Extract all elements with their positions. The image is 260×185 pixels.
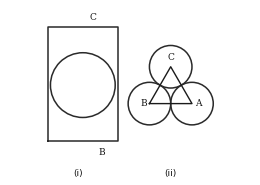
Text: (i): (i)	[73, 169, 83, 178]
Text: (ii): (ii)	[165, 169, 177, 178]
Text: C: C	[89, 13, 96, 22]
Text: C: C	[167, 53, 174, 62]
Text: B: B	[140, 99, 147, 108]
Text: B: B	[99, 148, 106, 157]
Text: A: A	[195, 99, 201, 108]
